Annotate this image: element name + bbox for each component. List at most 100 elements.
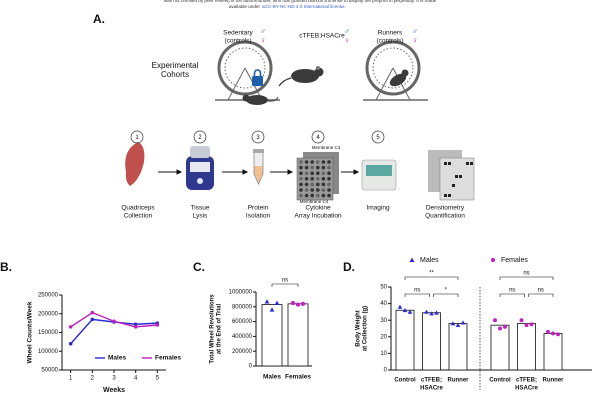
step-circle xyxy=(193,130,207,144)
step-label: Quantification xyxy=(425,213,465,220)
header-line: was not certified by peer review) is the… xyxy=(164,0,437,3)
sig-bracket xyxy=(404,276,459,280)
x-tick-label: Males xyxy=(263,374,281,381)
lock xyxy=(252,69,263,86)
x-tick-label: Runner xyxy=(448,378,470,384)
data-point xyxy=(490,257,496,263)
bar xyxy=(261,304,283,367)
x-tick-label: Runner xyxy=(543,378,565,384)
bar xyxy=(543,333,563,371)
data-point xyxy=(455,322,461,328)
step-label: Protein xyxy=(248,205,269,212)
data-point xyxy=(546,329,550,334)
tick-label: 5 xyxy=(156,376,160,382)
arrows xyxy=(158,169,360,175)
x-tick-label: cTFEB; xyxy=(421,378,442,384)
sig-bracket xyxy=(499,293,525,297)
cohorts-title: Experimental xyxy=(152,61,199,70)
legend-label: Females xyxy=(501,257,528,264)
step-circle xyxy=(251,130,265,144)
tick-label: 1000000 xyxy=(229,290,253,296)
data-point xyxy=(155,323,160,327)
x-tick-label: HSACre xyxy=(515,386,538,392)
cohort-label: Runners xyxy=(378,30,403,37)
tick-label: 50000 xyxy=(41,368,58,374)
sig-bracket xyxy=(433,293,459,297)
sex-symbol: ♀ xyxy=(260,36,266,45)
legend-label: Males xyxy=(108,355,126,362)
tick-label: 30 xyxy=(380,318,387,324)
sig-bracket xyxy=(404,293,430,297)
data-point xyxy=(407,309,413,314)
header-line: available under xyxy=(229,4,261,9)
x-tick-label: Control xyxy=(489,378,511,384)
tick-label: 150000 xyxy=(38,330,59,336)
tick-label: 600000 xyxy=(232,319,253,325)
sig-label: ** xyxy=(429,271,434,277)
sig-bracket xyxy=(499,276,554,280)
blots xyxy=(428,150,475,201)
data-point xyxy=(434,310,439,315)
lysis-machine xyxy=(186,146,214,190)
data-point xyxy=(556,332,560,337)
data-point xyxy=(429,311,434,316)
sex-symbol: ♀ xyxy=(344,36,350,45)
mouse-ctfeb xyxy=(278,66,324,87)
tick-label: 40 xyxy=(380,301,387,307)
tube xyxy=(253,149,264,185)
cohort-label: (controls) xyxy=(224,38,251,45)
data-point xyxy=(519,318,524,323)
data-point xyxy=(551,331,555,336)
panel-label: A. xyxy=(93,12,105,26)
muscle xyxy=(125,142,145,186)
x-tick-label: Females xyxy=(285,374,311,381)
data-point xyxy=(524,323,529,328)
step-circle xyxy=(130,130,144,144)
data-point xyxy=(90,317,95,322)
data-point xyxy=(503,324,507,329)
sex-symbol: ♂ xyxy=(260,27,266,36)
bar xyxy=(490,324,510,371)
bar xyxy=(517,323,536,371)
legend-label: Females xyxy=(155,355,181,362)
x-axis-label: Weeks xyxy=(103,387,125,394)
data-point xyxy=(460,320,466,325)
y-axis-label: at the End of Trial xyxy=(217,304,223,355)
step-circle xyxy=(311,130,325,144)
sex-symbol: ♀ xyxy=(412,36,418,45)
mouse-runner xyxy=(389,69,409,87)
sig-label: * xyxy=(445,288,448,294)
sig-label: ns xyxy=(538,288,544,294)
data-point xyxy=(498,326,502,331)
tick-label: 4 xyxy=(134,376,138,382)
data-point xyxy=(300,301,306,306)
step-number: 2 xyxy=(198,135,202,141)
data-point xyxy=(397,304,403,309)
data-point xyxy=(424,309,429,314)
x-tick-label: cTFEB; xyxy=(516,378,537,384)
step-number: 1 xyxy=(135,135,139,141)
membrane-label: Membrane C4 xyxy=(300,199,329,204)
data-point xyxy=(493,318,497,323)
data-point xyxy=(133,322,138,327)
data-point xyxy=(402,307,408,313)
data-point xyxy=(290,301,296,306)
bar xyxy=(287,303,309,367)
tick-label: 20 xyxy=(380,334,387,340)
membrane-label: Membrane C3 xyxy=(312,145,341,150)
imager xyxy=(361,159,397,191)
sig-label: ns xyxy=(282,278,288,284)
step-label: Imaging xyxy=(366,205,390,212)
tick-label: 250000 xyxy=(38,293,59,299)
tick-label: 50 xyxy=(380,285,387,291)
data-point xyxy=(68,341,73,346)
sig-label: ns xyxy=(414,288,420,294)
tick-label: 200000 xyxy=(232,349,253,355)
data-point xyxy=(529,322,534,327)
tick-label: 0 xyxy=(249,364,253,370)
step-number: 3 xyxy=(256,135,260,141)
y-axis-label: at Collection (g) xyxy=(363,306,369,351)
cytokine-arrays xyxy=(296,152,339,201)
cohort-label: Sedentary xyxy=(223,30,253,37)
tick-label: 2 xyxy=(91,376,95,382)
